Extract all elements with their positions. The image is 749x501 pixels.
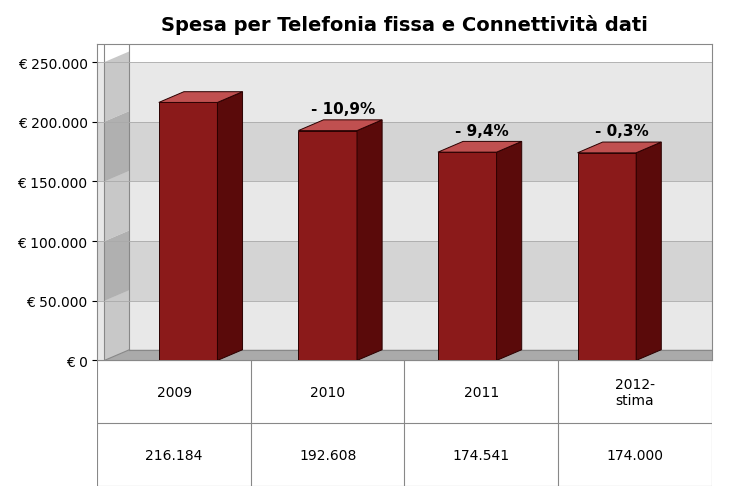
Polygon shape [104,52,130,123]
Text: - 0,3%: - 0,3% [595,124,649,139]
Text: - 10,9%: - 10,9% [311,102,375,117]
Bar [97,241,712,301]
Polygon shape [217,93,243,361]
Polygon shape [159,103,217,361]
Bar [97,63,712,123]
Text: - 9,4%: - 9,4% [455,124,509,139]
Bar [97,301,712,361]
Text: 2012-
stima: 2012- stima [615,377,655,407]
Polygon shape [438,142,522,153]
Polygon shape [104,112,130,182]
Polygon shape [159,93,243,103]
Bar [97,182,712,241]
Text: 174.541: 174.541 [452,448,510,461]
Polygon shape [577,143,661,153]
Polygon shape [438,153,497,361]
Polygon shape [636,143,661,361]
Polygon shape [104,350,744,361]
Text: 174.000: 174.000 [606,448,664,461]
Polygon shape [497,142,522,361]
Polygon shape [298,131,357,361]
Polygon shape [357,121,382,361]
Polygon shape [298,121,382,131]
Text: 2011: 2011 [464,385,499,399]
Text: 192.608: 192.608 [299,448,357,461]
Polygon shape [104,291,130,361]
Text: 2009: 2009 [157,385,192,399]
Text: 2010: 2010 [310,385,345,399]
Polygon shape [104,231,130,301]
Text: 216.184: 216.184 [145,448,203,461]
Bar [97,123,712,182]
Title: Spesa per Telefonia fissa e Connettività dati: Spesa per Telefonia fissa e Connettività… [161,15,648,35]
Polygon shape [577,153,636,361]
Polygon shape [104,171,130,241]
